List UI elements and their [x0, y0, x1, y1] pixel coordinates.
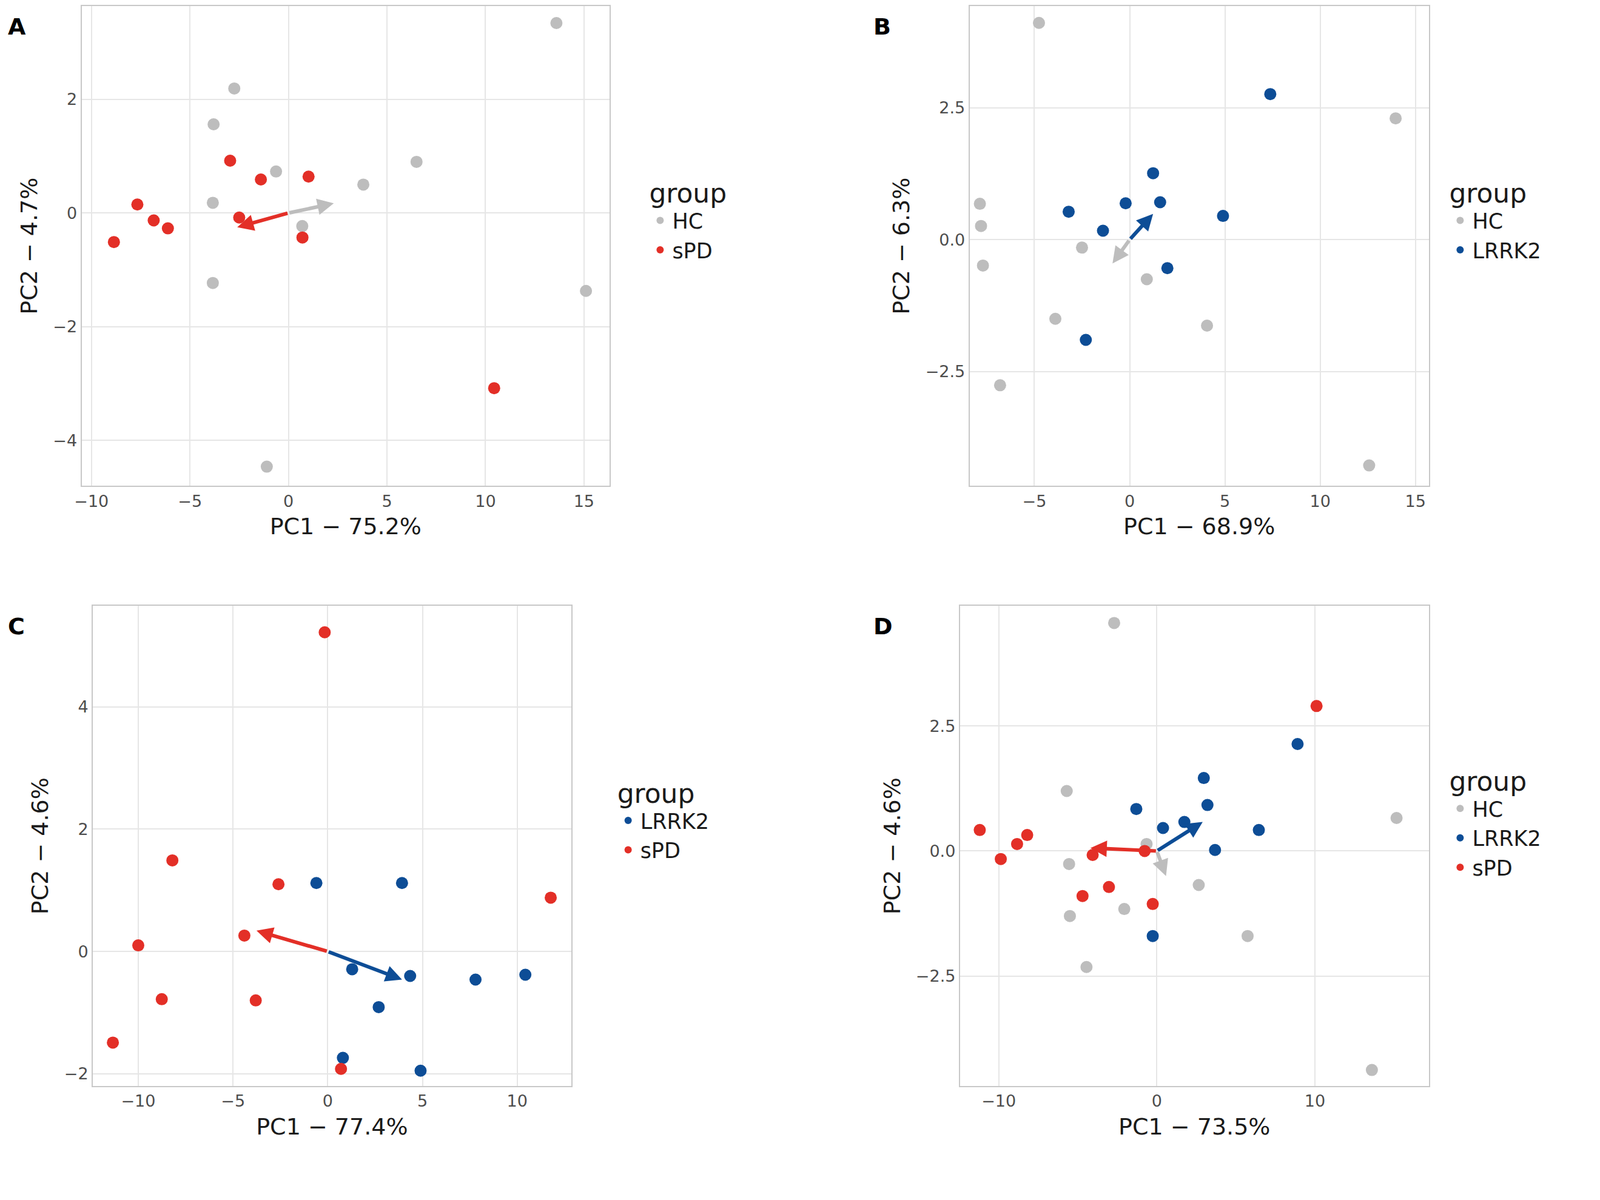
svg-text:HC: HC	[1472, 209, 1503, 234]
svg-text:10: 10	[1304, 1091, 1326, 1111]
svg-text:−5: −5	[220, 1091, 246, 1111]
svg-text:5: 5	[381, 491, 392, 511]
svg-text:C: C	[7, 613, 25, 640]
svg-text:4: 4	[77, 697, 88, 717]
svg-text:0: 0	[77, 942, 88, 962]
svg-text:2: 2	[77, 820, 88, 839]
svg-text:10: 10	[474, 491, 496, 511]
svg-text:PC1 − 73.5%: PC1 − 73.5%	[1118, 1113, 1271, 1141]
svg-text:−2: −2	[64, 1064, 89, 1084]
svg-text:group: group	[1448, 177, 1527, 209]
svg-text:2.5: 2.5	[929, 716, 956, 736]
svg-text:−2.5: −2.5	[915, 966, 956, 986]
svg-text:−10: −10	[73, 491, 109, 511]
svg-text:0: 0	[283, 491, 294, 511]
svg-text:15: 15	[573, 491, 595, 511]
svg-text:0.0: 0.0	[938, 230, 965, 250]
svg-text:LRRK2: LRRK2	[1472, 238, 1541, 264]
svg-text:group: group	[1448, 766, 1527, 797]
svg-text:5: 5	[417, 1091, 428, 1111]
svg-text:0.0: 0.0	[929, 841, 956, 861]
svg-text:group: group	[617, 778, 696, 810]
svg-text:10: 10	[507, 1091, 528, 1111]
svg-text:sPD: sPD	[1472, 856, 1513, 881]
svg-text:−4: −4	[52, 431, 78, 451]
svg-text:2.5: 2.5	[938, 98, 965, 118]
svg-text:PC2 − 4.7%: PC2 − 4.7%	[15, 177, 43, 315]
svg-text:−2.5: −2.5	[925, 362, 966, 381]
svg-text:group: group	[648, 177, 727, 209]
svg-text:−5: −5	[1022, 491, 1047, 511]
svg-text:PC1 − 75.2%: PC1 − 75.2%	[269, 513, 422, 540]
svg-text:PC2 − 6.3%: PC2 − 6.3%	[887, 177, 915, 315]
svg-text:2: 2	[66, 89, 78, 109]
svg-text:PC1 − 77.4%: PC1 − 77.4%	[255, 1113, 408, 1141]
svg-text:HC: HC	[1472, 797, 1503, 822]
svg-text:B: B	[873, 13, 891, 41]
svg-text:sPD: sPD	[640, 838, 681, 864]
svg-text:0: 0	[66, 203, 78, 223]
svg-text:sPD: sPD	[672, 238, 713, 264]
svg-text:5: 5	[1219, 491, 1231, 511]
svg-text:PC2 − 4.6%: PC2 − 4.6%	[878, 777, 906, 915]
svg-text:0: 0	[1124, 491, 1135, 511]
svg-text:A: A	[7, 13, 27, 41]
svg-text:PC2 − 4.6%: PC2 − 4.6%	[26, 777, 54, 915]
svg-text:−10: −10	[120, 1091, 156, 1111]
svg-text:10: 10	[1309, 491, 1331, 511]
svg-text:−5: −5	[177, 491, 202, 511]
svg-text:LRRK2: LRRK2	[1472, 826, 1541, 851]
svg-text:−10: −10	[981, 1091, 1016, 1111]
svg-text:PC1 − 68.9%: PC1 − 68.9%	[1123, 513, 1275, 540]
svg-text:LRRK2: LRRK2	[640, 809, 710, 834]
svg-text:0: 0	[1151, 1091, 1163, 1111]
svg-text:15: 15	[1405, 491, 1426, 511]
svg-text:HC: HC	[672, 209, 703, 234]
svg-text:D: D	[873, 613, 893, 640]
svg-text:−2: −2	[52, 317, 78, 337]
svg-text:0: 0	[322, 1091, 333, 1111]
